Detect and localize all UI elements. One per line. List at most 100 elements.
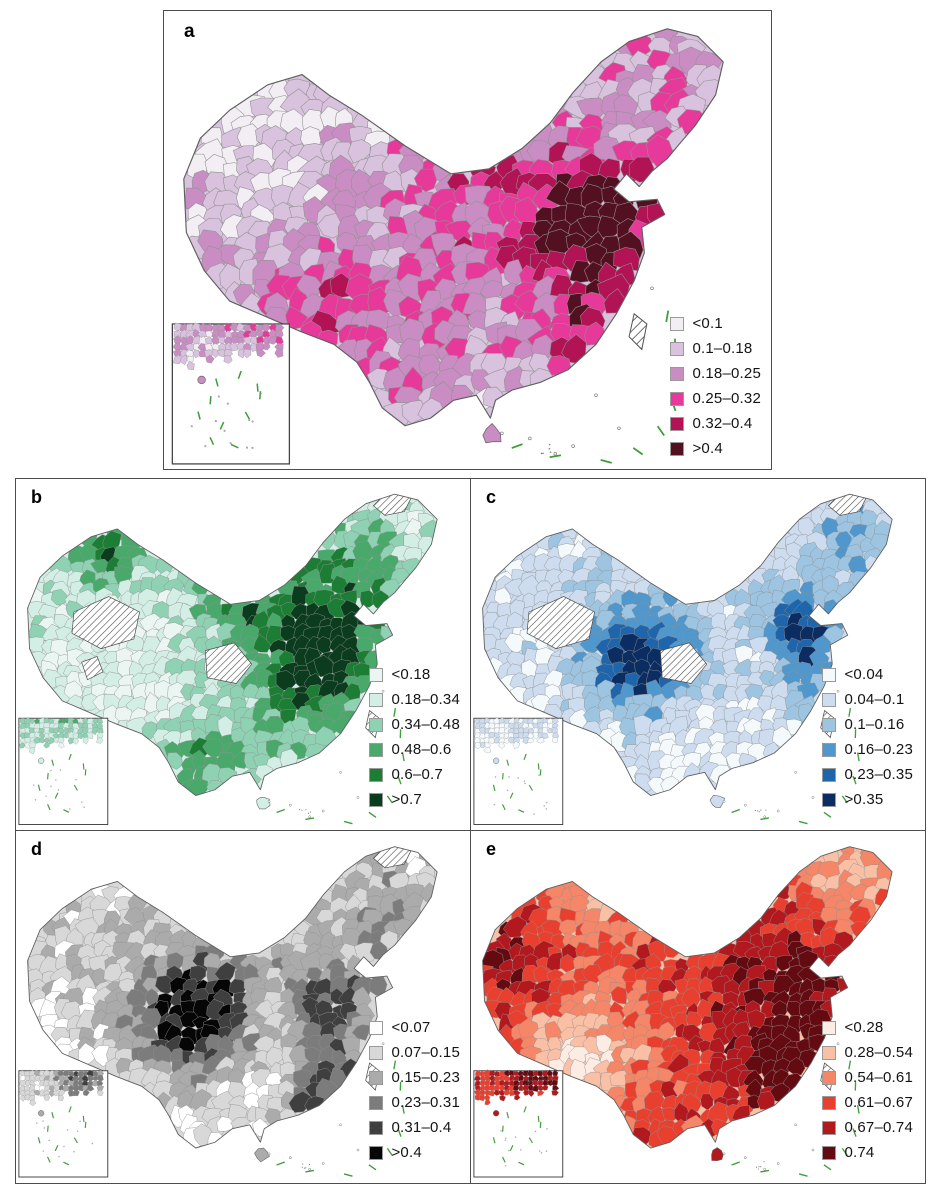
panel-e: e <0.28 0.28–0.54 0.54–0.61 0.61–0.67 0.67–0…	[470, 830, 926, 1184]
legend-item: >0.4	[670, 440, 761, 457]
legend-label: >0.7	[391, 791, 422, 808]
legend-swatch	[670, 441, 685, 456]
panel-d-legend: <0.07 0.07–0.15 0.15–0.23 0.23–0.31 0.31–0.4…	[369, 1019, 460, 1161]
legend-item: 0.28–0.54	[822, 1044, 913, 1061]
panel-d-label: d	[31, 839, 42, 859]
legend-label: 0.15–0.23	[391, 1069, 460, 1086]
legend-label: 0.16–0.23	[844, 741, 913, 758]
legend-swatch	[822, 1095, 837, 1110]
legend-swatch	[670, 391, 685, 406]
legend-swatch	[822, 667, 837, 682]
legend-item: 0.74	[822, 1144, 913, 1161]
legend-item: >0.4	[369, 1144, 460, 1161]
legend-item: >0.35	[822, 791, 913, 808]
legend-item: >0.7	[369, 791, 460, 808]
legend-label: >0.4	[391, 1144, 422, 1161]
legend-swatch	[369, 1120, 384, 1135]
legend-swatch	[369, 717, 384, 732]
legend-swatch	[822, 1145, 837, 1160]
legend-item: <0.07	[369, 1019, 460, 1036]
legend-swatch	[369, 1070, 384, 1085]
legend-label: 0.61–0.67	[844, 1094, 913, 1111]
legend-label: <0.04	[844, 666, 884, 683]
panel-b: b <0.18 0.18–0.34 0.34–0.48 0.48–0.6 0.6–0.7…	[15, 478, 471, 831]
legend-label: 0.07–0.15	[391, 1044, 460, 1061]
panel-d: d <0.07 0.07–0.15 0.15–0.23 0.23–0.31 0.31–0…	[15, 830, 471, 1184]
legend-item: 0.23–0.31	[369, 1094, 460, 1111]
legend-item: 0.31–0.4	[369, 1119, 460, 1136]
legend-label: 0.31–0.4	[391, 1119, 452, 1136]
legend-item: 0.54–0.61	[822, 1069, 913, 1086]
legend-swatch	[670, 366, 685, 381]
legend-item: <0.04	[822, 666, 913, 683]
panel-a-legend: <0.1 0.1–0.18 0.18–0.25 0.25–0.32 0.32–0.4 >0…	[670, 315, 761, 457]
legend-swatch	[822, 767, 837, 782]
legend-item: 0.18–0.34	[369, 691, 460, 708]
south-china-sea-inset	[473, 716, 564, 825]
legend-item: 0.04–0.1	[822, 691, 913, 708]
legend-swatch	[822, 1020, 837, 1035]
legend-item: 0.15–0.23	[369, 1069, 460, 1086]
legend-swatch	[369, 792, 384, 807]
legend-swatch	[822, 1045, 837, 1060]
legend-item: <0.18	[369, 666, 460, 683]
south-china-sea-inset	[171, 322, 291, 465]
legend-swatch	[822, 1070, 837, 1085]
panel-b-legend: <0.18 0.18–0.34 0.34–0.48 0.48–0.6 0.6–0.7 >0…	[369, 666, 460, 808]
legend-label: 0.04–0.1	[844, 691, 905, 708]
legend-label: <0.1	[692, 315, 723, 332]
legend-label: 0.18–0.34	[391, 691, 460, 708]
legend-item: <0.28	[822, 1019, 913, 1036]
china-map-a	[171, 28, 724, 465]
panel-b-label: b	[31, 487, 42, 507]
legend-label: 0.54–0.61	[844, 1069, 913, 1086]
legend-item: 0.34–0.48	[369, 716, 460, 733]
legend-item: <0.1	[670, 315, 761, 332]
legend-swatch	[822, 717, 837, 732]
legend-label: 0.23–0.35	[844, 766, 913, 783]
legend-label: <0.18	[391, 666, 431, 683]
legend-swatch	[369, 692, 384, 707]
legend-label: 0.32–0.4	[692, 415, 753, 432]
panel-e-label: e	[486, 839, 497, 859]
legend-label: 0.18–0.25	[692, 365, 761, 382]
south-china-sea-inset	[18, 1069, 109, 1178]
legend-item: 0.1–0.18	[670, 340, 761, 357]
legend-label: 0.1–0.18	[692, 340, 753, 357]
legend-item: 0.07–0.15	[369, 1044, 460, 1061]
legend-swatch	[822, 742, 837, 757]
china-map-e	[473, 846, 893, 1178]
panel-c: c <0.04 0.04–0.1 0.1–0.16 0.16–0.23 0.23–0.3…	[470, 478, 926, 831]
panel-e-legend: <0.28 0.28–0.54 0.54–0.61 0.61–0.67 0.67–0.7…	[822, 1019, 913, 1161]
legend-label: 0.67–0.74	[844, 1119, 913, 1136]
legend-swatch	[369, 667, 384, 682]
legend-item: 0.1–0.16	[822, 716, 913, 733]
legend-swatch	[670, 316, 685, 331]
legend-item: 0.32–0.4	[670, 415, 761, 432]
legend-item: 0.67–0.74	[822, 1119, 913, 1136]
legend-swatch	[822, 692, 837, 707]
legend-label: >0.4	[692, 440, 723, 457]
legend-swatch	[369, 1145, 384, 1160]
panel-c-legend: <0.04 0.04–0.1 0.1–0.16 0.16–0.23 0.23–0.35 >…	[822, 666, 913, 808]
china-map-c	[473, 493, 893, 825]
legend-item: 0.16–0.23	[822, 741, 913, 758]
legend-label: 0.74	[844, 1144, 875, 1161]
legend-label: 0.23–0.31	[391, 1094, 460, 1111]
legend-label: >0.35	[844, 791, 884, 808]
legend-label: 0.25–0.32	[692, 390, 761, 407]
legend-item: 0.18–0.25	[670, 365, 761, 382]
china-map-b	[18, 493, 438, 825]
legend-label: 0.28–0.54	[844, 1044, 913, 1061]
legend-swatch	[369, 767, 384, 782]
south-china-sea-inset	[18, 717, 109, 825]
panel-c-label: c	[486, 487, 497, 507]
legend-item: 0.61–0.67	[822, 1094, 913, 1111]
china-map-d	[18, 846, 438, 1178]
legend-item: 0.6–0.7	[369, 766, 460, 783]
south-china-sea-inset	[473, 1069, 564, 1178]
legend-label: 0.34–0.48	[391, 716, 460, 733]
legend-swatch	[369, 1095, 384, 1110]
legend-swatch	[369, 1045, 384, 1060]
panel-a: a <0.1 0.1–0.18 0.18–0.25 0.25–0.32 0.32–0.4…	[163, 10, 772, 470]
